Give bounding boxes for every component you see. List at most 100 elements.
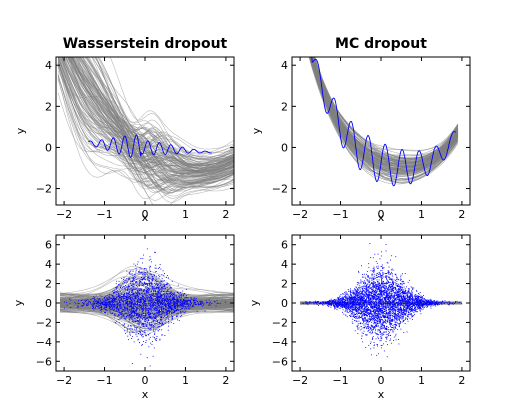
data-point	[370, 343, 371, 344]
data-point	[338, 305, 339, 307]
data-point	[129, 333, 131, 335]
data-point	[164, 293, 166, 295]
data-point	[139, 330, 141, 332]
data-point	[116, 304, 117, 306]
data-point	[172, 299, 174, 301]
data-point	[168, 313, 170, 315]
ensemble-sample-line	[314, 57, 459, 156]
data-point	[109, 303, 111, 304]
data-point	[386, 304, 388, 306]
data-point	[143, 276, 145, 278]
data-point	[137, 293, 138, 295]
data-point	[116, 291, 118, 293]
data-point	[155, 271, 156, 273]
plot-area	[57, 57, 234, 205]
data-point	[161, 278, 163, 279]
data-point	[131, 316, 132, 318]
data-point	[170, 300, 172, 302]
data-point	[139, 267, 141, 269]
data-point	[146, 291, 147, 293]
data-point	[151, 279, 153, 281]
data-point	[355, 293, 357, 295]
data-point	[130, 303, 132, 305]
data-point	[366, 305, 368, 307]
data-point	[415, 296, 416, 298]
data-point	[130, 309, 132, 311]
data-point	[126, 301, 128, 303]
data-point	[370, 270, 372, 272]
data-point	[408, 297, 410, 299]
data-point	[184, 297, 186, 299]
data-point	[359, 291, 360, 293]
data-point	[146, 357, 148, 359]
data-point	[401, 312, 402, 314]
data-point	[149, 297, 151, 299]
data-point	[366, 311, 368, 313]
data-point	[136, 289, 138, 291]
data-point	[135, 327, 137, 328]
data-point	[164, 299, 166, 301]
data-point	[379, 272, 381, 274]
data-point	[217, 303, 219, 304]
data-point	[164, 294, 166, 296]
data-point	[394, 282, 396, 283]
data-point	[359, 299, 360, 300]
data-point	[161, 317, 163, 319]
data-point	[396, 306, 398, 308]
data-point	[398, 313, 399, 315]
data-point	[113, 292, 115, 294]
data-point	[372, 268, 374, 269]
ensemble-sample-line	[59, 57, 234, 180]
data-point	[148, 314, 150, 316]
data-point	[168, 295, 170, 297]
data-point	[174, 310, 176, 312]
data-point	[134, 303, 136, 305]
data-point	[90, 302, 91, 304]
data-point	[116, 287, 117, 289]
data-point	[130, 312, 132, 314]
data-point	[105, 300, 107, 302]
data-point	[66, 304, 68, 306]
data-point	[391, 295, 393, 297]
data-point	[166, 291, 167, 293]
data-point	[107, 295, 109, 297]
data-point	[184, 312, 186, 314]
data-point	[396, 305, 398, 307]
data-point	[95, 295, 97, 297]
data-point	[147, 313, 149, 315]
data-point	[100, 303, 102, 305]
data-point	[159, 338, 161, 340]
data-point	[380, 330, 381, 332]
data-point	[97, 300, 99, 302]
data-point	[182, 308, 184, 310]
data-point	[92, 306, 93, 307]
data-point	[125, 302, 127, 304]
data-point	[147, 326, 149, 328]
data-point	[171, 295, 173, 296]
data-point	[388, 333, 390, 334]
data-point	[160, 288, 162, 289]
data-point	[340, 306, 342, 308]
data-point	[119, 296, 121, 298]
data-point	[399, 286, 400, 288]
data-point	[360, 282, 362, 284]
data-point	[129, 272, 131, 274]
data-point	[131, 336, 133, 337]
data-point	[388, 285, 390, 287]
data-point	[87, 303, 89, 304]
data-point	[127, 325, 129, 327]
data-point	[131, 338, 133, 339]
data-point	[107, 304, 108, 306]
data-point	[145, 316, 147, 318]
data-point	[393, 297, 395, 299]
data-point	[417, 311, 418, 313]
data-point	[332, 301, 334, 302]
data-point	[406, 317, 408, 319]
data-point	[374, 290, 376, 292]
data-point	[132, 331, 134, 333]
data-point	[115, 299, 117, 301]
data-point	[134, 320, 136, 322]
data-point	[372, 314, 374, 316]
data-point	[157, 329, 159, 331]
data-point	[136, 306, 138, 308]
